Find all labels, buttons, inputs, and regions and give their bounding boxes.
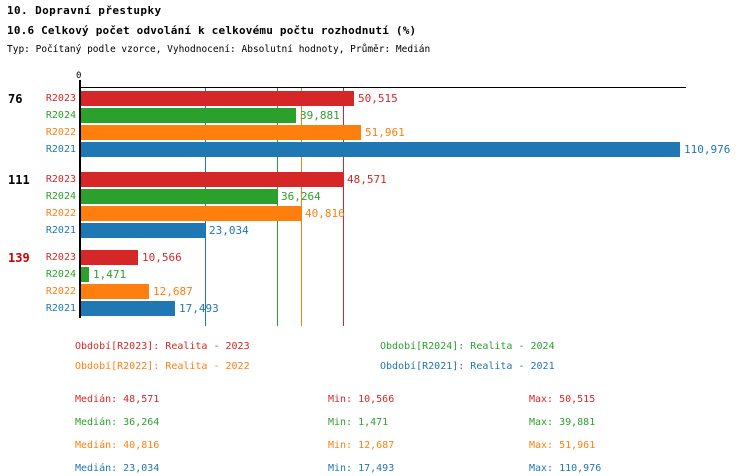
stat-max-R2023: Max: 50,515 xyxy=(529,394,596,405)
bar-value-label: 40,816 xyxy=(305,207,345,220)
stat-max-R2021: Max: 110,976 xyxy=(529,463,602,474)
stat-min-R2022: Min: 12,687 xyxy=(328,440,395,451)
bar-row-label-R2021: R2021 xyxy=(45,303,76,314)
bar-row-label-R2024: R2024 xyxy=(45,110,76,121)
bar-R2021 xyxy=(81,223,205,238)
stat-min-R2023: Min: 10,566 xyxy=(328,394,395,405)
bar-R2022 xyxy=(81,125,361,140)
page-title: 10. Dopravní přestupky xyxy=(7,4,162,17)
group-label: 139 xyxy=(8,251,30,265)
legend-item-R2023: Období[R2023]: Realita - 2023 xyxy=(75,341,250,352)
bar-R2021 xyxy=(81,142,680,157)
stat-median-R2021: Medián: 23,034 xyxy=(75,463,160,474)
bar-R2023 xyxy=(81,91,354,106)
bar-row-label-R2023: R2023 xyxy=(45,93,76,104)
bar-row-label-R2021: R2021 xyxy=(45,225,76,236)
stat-min-R2024: Min: 1,471 xyxy=(328,417,389,428)
bar-R2024 xyxy=(81,108,296,123)
median-line-R2022 xyxy=(301,88,302,326)
bar-row-label-R2023: R2023 xyxy=(45,174,76,185)
y-axis-line xyxy=(79,80,81,318)
bar-R2023 xyxy=(81,250,138,265)
bar-value-label: 50,515 xyxy=(358,92,398,105)
x-axis-line xyxy=(79,87,686,88)
bar-value-label: 17,493 xyxy=(179,302,219,315)
bar-value-label: 51,961 xyxy=(365,126,405,139)
bar-row-label-R2024: R2024 xyxy=(45,191,76,202)
group-label: 76 xyxy=(8,92,23,106)
bar-row-label-R2023: R2023 xyxy=(45,252,76,263)
legend-item-R2021: Období[R2021]: Realita - 2021 xyxy=(380,361,555,372)
chart-meta-line: Typ: Počítaný podle vzorce, Vyhodnocení:… xyxy=(7,44,431,55)
stat-min-R2021: Min: 17,493 xyxy=(328,463,395,474)
stat-max-R2024: Max: 39,881 xyxy=(529,417,596,428)
bar-row-label-R2021: R2021 xyxy=(45,144,76,155)
stat-median-R2023: Medián: 48,571 xyxy=(75,394,160,405)
median-line-R2023 xyxy=(343,88,344,326)
bar-row-label-R2024: R2024 xyxy=(45,269,76,280)
legend-item-R2024: Období[R2024]: Realita - 2024 xyxy=(380,341,555,352)
group-label: 111 xyxy=(8,173,30,187)
bar-row-label-R2022: R2022 xyxy=(45,286,76,297)
bar-value-label: 48,571 xyxy=(347,173,387,186)
bar-row-label-R2022: R2022 xyxy=(45,127,76,138)
bar-value-label: 110,976 xyxy=(684,143,731,156)
bar-value-label: 39,881 xyxy=(300,109,340,122)
bar-R2022 xyxy=(81,284,149,299)
bar-value-label: 36,264 xyxy=(281,190,321,203)
bar-value-label: 10,566 xyxy=(142,251,182,264)
bar-R2024 xyxy=(81,189,277,204)
stat-max-R2022: Max: 51,961 xyxy=(529,440,596,451)
stat-median-R2024: Medián: 36,264 xyxy=(75,417,160,428)
bar-R2024 xyxy=(81,267,89,282)
bar-value-label: 12,687 xyxy=(153,285,193,298)
x-axis-zero-label: 0 xyxy=(76,71,82,81)
bar-R2022 xyxy=(81,206,301,221)
bar-R2021 xyxy=(81,301,175,316)
bar-R2023 xyxy=(81,172,343,187)
bar-value-label: 23,034 xyxy=(209,224,249,237)
stat-median-R2022: Medián: 40,816 xyxy=(75,440,160,451)
chart-subtitle: 10.6 Celkový počet odvolání k celkovému … xyxy=(7,24,417,37)
bar-row-label-R2022: R2022 xyxy=(45,208,76,219)
legend-item-R2022: Období[R2022]: Realita - 2022 xyxy=(75,361,250,372)
bar-value-label: 1,471 xyxy=(93,268,127,281)
